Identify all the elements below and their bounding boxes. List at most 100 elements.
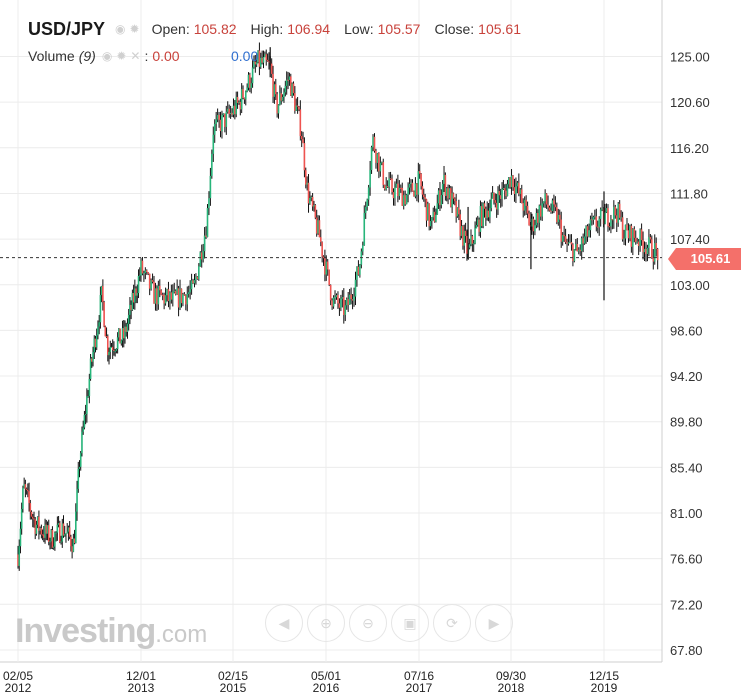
candle-body	[474, 228, 476, 244]
candle-body	[429, 220, 432, 227]
candle-body	[538, 205, 541, 223]
scroll-right-icon[interactable]: ▶	[475, 604, 513, 642]
candle-body	[567, 242, 570, 244]
x-tick-label: 07/16	[404, 669, 434, 683]
zoom-fit-icon[interactable]: ▣	[391, 604, 429, 642]
candle-body	[73, 538, 76, 544]
candle-body	[216, 114, 219, 120]
candle-body	[287, 79, 289, 81]
candle-body	[499, 195, 502, 199]
candle-body	[199, 252, 202, 267]
candle-body	[655, 242, 658, 250]
x-tick-label: 12/15	[589, 669, 619, 683]
candle-body	[166, 289, 168, 296]
candle-body	[209, 175, 212, 199]
candle-body	[91, 358, 93, 362]
candle-body	[24, 484, 27, 489]
eye-icon[interactable]: ◉	[115, 22, 126, 36]
y-tick-label: 98.60	[670, 323, 703, 338]
close-label: Close:	[434, 21, 475, 37]
candle-body	[506, 184, 509, 197]
candle-body	[179, 288, 181, 308]
candle-body	[363, 213, 366, 246]
logo-suffix: .com	[155, 621, 208, 648]
candle-body	[164, 295, 167, 304]
candle-body	[402, 195, 405, 206]
candle-body	[19, 528, 22, 547]
y-tick-label: 116.20	[670, 141, 709, 156]
candle-body	[382, 162, 385, 185]
candle-body	[234, 105, 236, 115]
y-tick-label: 103.00	[670, 278, 710, 293]
candle-body	[523, 199, 526, 211]
gear-icon[interactable]: ✹	[129, 22, 140, 36]
candle-body	[544, 193, 546, 202]
high-value: 106.94	[287, 21, 331, 37]
candle-body	[294, 93, 296, 111]
candle-body	[319, 237, 322, 243]
candle-body	[247, 74, 250, 88]
candle-body	[111, 346, 114, 350]
candle-body	[77, 469, 80, 489]
candle-body	[100, 286, 103, 296]
candle-body	[332, 297, 335, 307]
zoom-in-icon[interactable]: ⊕	[307, 604, 345, 642]
candle-body	[54, 532, 56, 547]
candle-body	[656, 249, 659, 261]
volume-separator: :	[144, 48, 149, 64]
candle-body	[288, 76, 291, 80]
candle-body	[138, 275, 141, 277]
close-icon[interactable]: ✕	[130, 49, 141, 63]
candle-body	[614, 206, 617, 216]
candle-body	[485, 208, 487, 219]
candle-body	[198, 266, 200, 280]
symbol-title[interactable]: USD/JPY	[28, 18, 106, 39]
scroll-left-icon[interactable]: ◀	[265, 604, 303, 642]
candle-body	[522, 203, 525, 211]
candle-body	[30, 511, 33, 517]
gear-icon[interactable]: ✹	[116, 49, 127, 63]
candle-body	[51, 530, 54, 548]
candle-body	[45, 524, 48, 534]
candle-body	[120, 340, 123, 344]
candle-body	[364, 206, 367, 214]
candle-body	[141, 260, 144, 274]
candle-body	[196, 276, 199, 280]
zoom-out-icon[interactable]: ⊖	[349, 604, 387, 642]
candle-body	[43, 534, 45, 538]
candle-body	[436, 203, 439, 215]
eye-icon[interactable]: ◉	[101, 49, 113, 63]
candle-body	[497, 190, 499, 210]
candle-body	[163, 294, 165, 304]
open-value: 105.82	[193, 21, 237, 37]
candle-body	[512, 175, 514, 188]
candle-body	[221, 115, 223, 132]
candle-body	[509, 177, 511, 188]
candle-body	[285, 79, 288, 86]
candle-body	[296, 105, 299, 107]
candle-body	[624, 224, 627, 239]
candle-body	[324, 258, 326, 275]
x-tick-year: 2019	[591, 681, 618, 695]
candle-body	[356, 266, 358, 280]
reset-icon[interactable]: ⟳	[433, 604, 471, 642]
candle-body	[388, 178, 390, 187]
candle-body	[157, 285, 160, 305]
candle-body	[144, 270, 147, 273]
candle-body	[391, 178, 393, 193]
candle-body	[47, 525, 50, 543]
volume-period: (9)	[78, 48, 96, 64]
candle-body	[265, 54, 268, 60]
candle-body	[582, 238, 584, 244]
candle-body	[454, 198, 456, 202]
candle-body	[81, 431, 83, 454]
candle-body	[437, 190, 440, 204]
candle-body	[129, 304, 131, 315]
y-tick-label: 85.40	[670, 460, 703, 475]
candle-body	[472, 243, 475, 245]
candle-body	[463, 230, 466, 246]
candle-body	[459, 214, 462, 236]
candle-body	[18, 546, 21, 566]
candle-body	[627, 230, 630, 239]
